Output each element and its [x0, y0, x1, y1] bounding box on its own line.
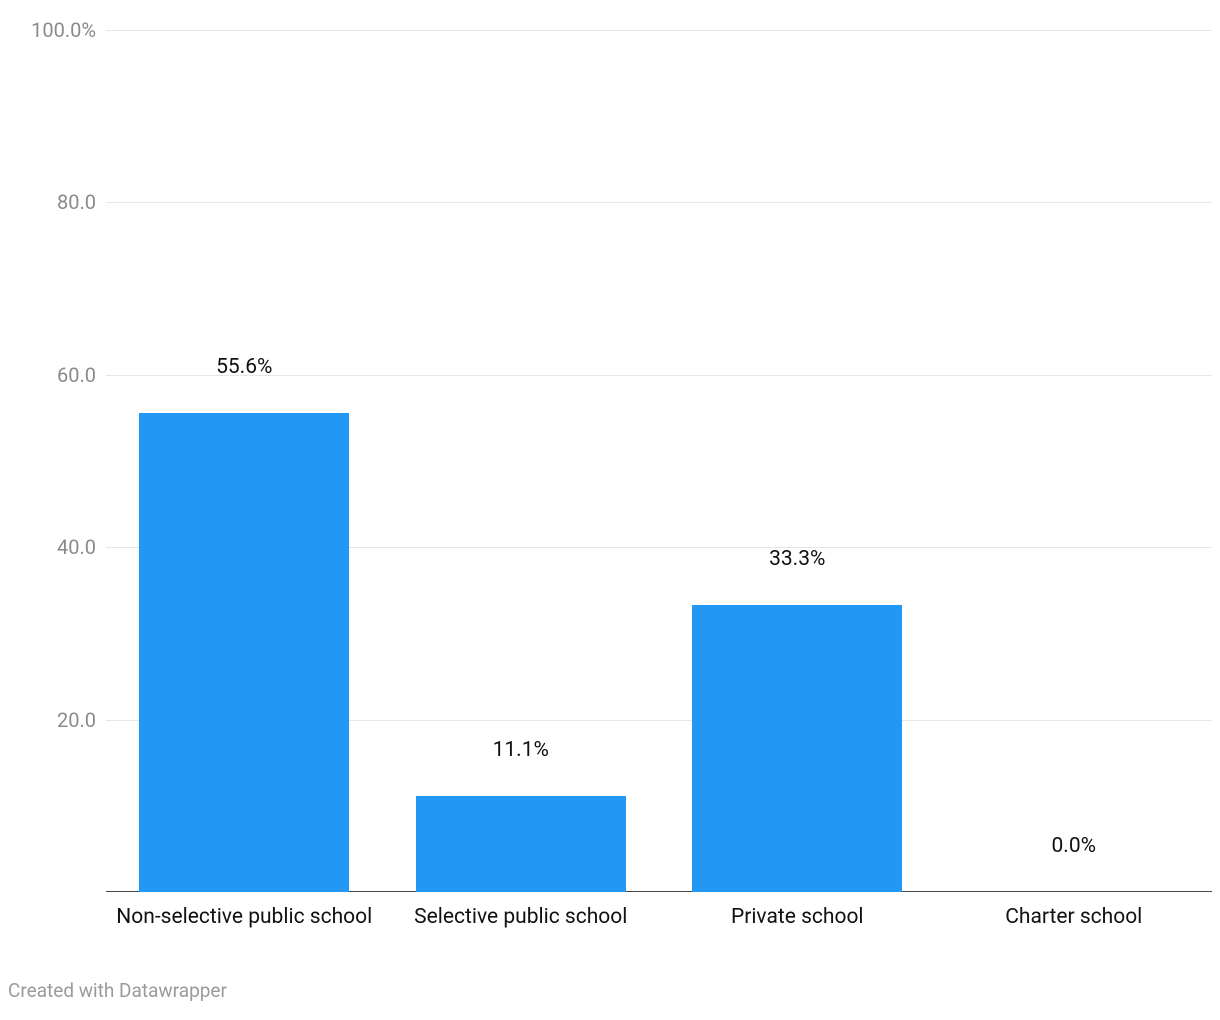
y-tick-label: 40.0 [57, 535, 96, 559]
x-tick-label: Selective public school [383, 904, 660, 930]
bar [416, 796, 626, 892]
y-tick-label: 80.0 [57, 190, 96, 214]
x-tick-label: Non-selective public school [106, 904, 383, 930]
bar-value-label: 33.3% [659, 547, 936, 571]
x-tick-label: Charter school [936, 904, 1213, 930]
plot-area: 20.040.060.080.0100.0%55.6%Non-selective… [106, 30, 1212, 892]
y-tick-label: 20.0 [57, 708, 96, 732]
bar [692, 605, 902, 892]
bar-value-label: 55.6% [106, 355, 383, 379]
bar-value-label: 11.1% [383, 738, 660, 762]
y-tick-label: 100.0% [31, 18, 96, 42]
gridline [106, 30, 1212, 31]
bar-value-label: 0.0% [936, 834, 1213, 858]
x-tick-label: Private school [659, 904, 936, 930]
y-tick-label: 60.0 [57, 363, 96, 387]
bar [139, 413, 349, 892]
gridline [106, 202, 1212, 203]
attribution-text: Created with Datawrapper [8, 979, 227, 1002]
bar-chart: 20.0 40.0 60.0 80.0 100.0% 55.6% Non-selective… [0, 0, 1220, 1020]
